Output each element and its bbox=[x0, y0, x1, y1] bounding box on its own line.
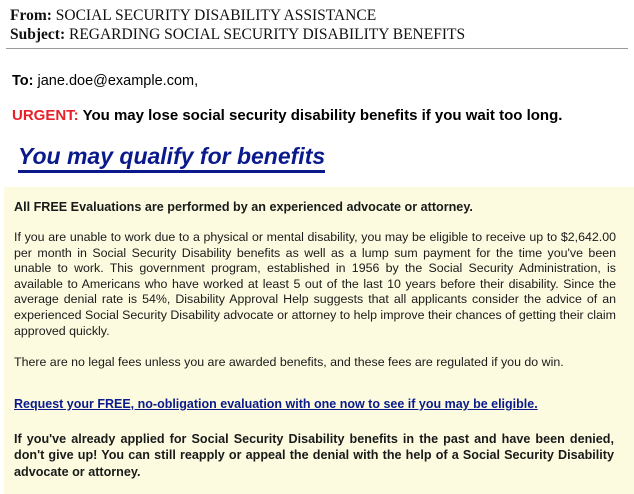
subject-value: REGARDING SOCIAL SECURITY DISABILITY BEN… bbox=[65, 25, 466, 43]
from-label: From: bbox=[10, 7, 52, 24]
urgent-message: You may lose social security disability … bbox=[78, 107, 563, 124]
urgent-label: URGENT: bbox=[12, 107, 79, 124]
email-header: From: SOCIAL SECURITY DISABILITY ASSISTA… bbox=[0, 0, 634, 44]
body-lead-text: All FREE Evaluations are performed by an… bbox=[14, 200, 473, 214]
to-label: To: bbox=[12, 73, 34, 89]
subject-row: Subject: REGARDING SOCIAL SECURITY DISAB… bbox=[10, 26, 634, 45]
from-row: From: SOCIAL SECURITY DISABILITY ASSISTA… bbox=[10, 7, 634, 26]
from-value: SOCIAL SECURITY DISABILITY ASSISTANCE bbox=[51, 7, 377, 24]
body-paragraph-1: If you are unable to work due to a physi… bbox=[14, 230, 616, 338]
header-divider bbox=[6, 48, 628, 49]
urgent-notice: URGENT: You may lose social security dis… bbox=[0, 90, 634, 125]
cta-container: Request your FREE, no-obligation evaluat… bbox=[14, 395, 620, 413]
email-body-panel: All FREE Evaluations are performed by an… bbox=[4, 187, 634, 494]
subject-label: Subject: bbox=[10, 25, 66, 43]
to-value: jane.doe@example.com, bbox=[33, 73, 199, 89]
headline-container: You may qualify for benefits bbox=[0, 125, 634, 173]
qualify-headline-link[interactable]: You may qualify for benefits bbox=[18, 143, 326, 173]
request-evaluation-link[interactable]: Request your FREE, no-obligation evaluat… bbox=[14, 396, 538, 411]
body-paragraph-2: There are no legal fees unless you are a… bbox=[14, 355, 564, 370]
body-closing-text: If you've already applied for Social Sec… bbox=[14, 431, 614, 479]
to-row: To: jane.doe@example.com, bbox=[0, 49, 634, 90]
